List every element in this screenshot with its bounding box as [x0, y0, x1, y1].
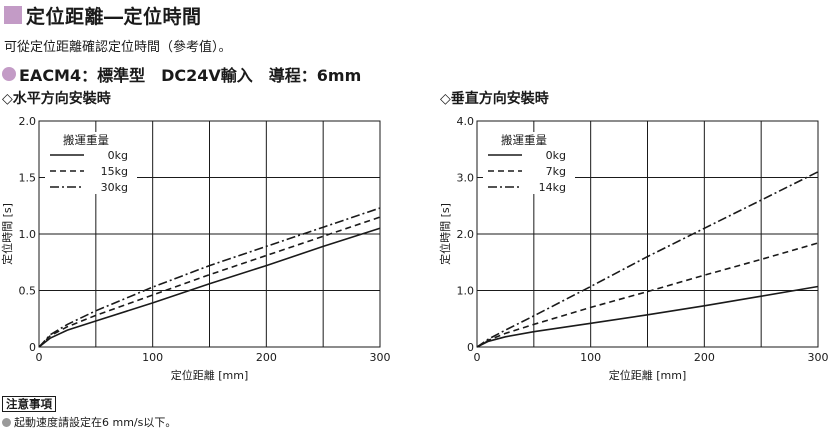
bullet-dot-icon	[2, 67, 16, 81]
chart-0-ytick-label-1: 0.5	[19, 285, 37, 298]
chart-0-legend-title: 搬運重量	[63, 133, 109, 147]
chart-1-legend-label-0: 0kg	[546, 149, 566, 162]
chart-0-xtick-label-2: 200	[256, 351, 277, 364]
chart-0-series-0-line	[38, 227, 381, 348]
chart-1-ylabel: 定位時間 [s]	[438, 203, 452, 265]
chart-0-legend-label-0: 0kg	[108, 149, 128, 162]
chart-0-xtick-label-1: 100	[142, 351, 163, 364]
chart-1-xtick-label-1: 100	[580, 351, 601, 364]
page-title-row: 定位距離―定位時間	[4, 2, 202, 28]
chart-horizontal: 0 0.5 1.0 1.5 2.0 0 100 200 300 定位距離 [mm] 定位時間 [s]…	[0, 115, 391, 382]
notes-item: 起動速度請設定在6 mm/s以下。	[2, 414, 176, 430]
chart-1-legend-bg	[483, 132, 575, 194]
chart-1-xtick-label-0: 0	[474, 351, 481, 364]
chart-1-ytick-label-3: 3.0	[457, 172, 475, 185]
page-title: 定位距離―定位時間	[26, 5, 202, 28]
chart-0-ytick-label-4: 2.0	[19, 115, 37, 128]
chart-1-legend-title: 搬運重量	[501, 133, 547, 147]
chart-0-ytick-label-2: 1.0	[19, 228, 37, 241]
chart-vertical: 0 1.0 2.0 3.0 4.0 0 100 200 300 定位距離 [mm] 定位時間 [s]…	[438, 115, 829, 382]
chart-1-xtick-label-2: 200	[694, 351, 715, 364]
chart-0-ylabel: 定位時間 [s]	[0, 203, 14, 265]
chart-0-legend-bg	[45, 132, 137, 194]
chart-1-legend-label-1: 7kg	[546, 165, 566, 178]
chart-1-ytick-label-2: 2.0	[457, 228, 475, 241]
chart-1-xlabel: 定位距離 [mm]	[609, 368, 687, 382]
chart-1-series-2-line	[476, 171, 819, 348]
chart-0-legend-label-2: 30kg	[101, 181, 128, 194]
chart-0-xtick-label-0: 0	[36, 351, 43, 364]
note-bullet-icon	[2, 417, 11, 427]
model-heading: EACM4：標準型 DC24V輸入 導程：6mm	[2, 62, 361, 86]
chart-0-plot-frame	[38, 120, 381, 348]
chart-1-ytick-label-0: 0	[467, 341, 474, 354]
title-marker-icon	[4, 6, 22, 24]
chart-1-xtick-label-3: 300	[808, 351, 829, 364]
chart-0-xlabel: 定位距離 [mm]	[171, 368, 249, 382]
chart-title-horizontal: ◇水平方向安裝時	[2, 91, 111, 107]
chart-1-ytick-label-1: 1.0	[457, 285, 475, 298]
chart-1-legend-label-2: 14kg	[539, 181, 566, 194]
chart-1-series-0-line	[476, 285, 819, 348]
chart-0-legend-label-1: 15kg	[101, 165, 128, 178]
chart-0-ytick-label-3: 1.5	[19, 172, 37, 185]
page-subtitle: 可從定位距離確認定位時間（參考值）。	[4, 40, 232, 55]
chart-1-series-1-line	[476, 242, 819, 348]
chart-1-ytick-label-4: 4.0	[457, 115, 475, 128]
chart-title-vertical: ◇垂直方向安裝時	[440, 91, 549, 107]
chart-0-xtick-label-3: 300	[370, 351, 391, 364]
notes-text: 起動速度請設定在6 mm/s以下。	[14, 416, 177, 429]
notes-heading: 注意事項	[2, 396, 56, 412]
chart-0-ytick-label-0: 0	[29, 341, 36, 354]
model-label: EACM4：標準型 DC24V輸入 導程：6mm	[19, 66, 362, 85]
chart-0-series-1-line	[38, 216, 381, 348]
chart-0-series-2-line	[38, 207, 381, 348]
chart-1-plot-frame	[476, 120, 819, 348]
